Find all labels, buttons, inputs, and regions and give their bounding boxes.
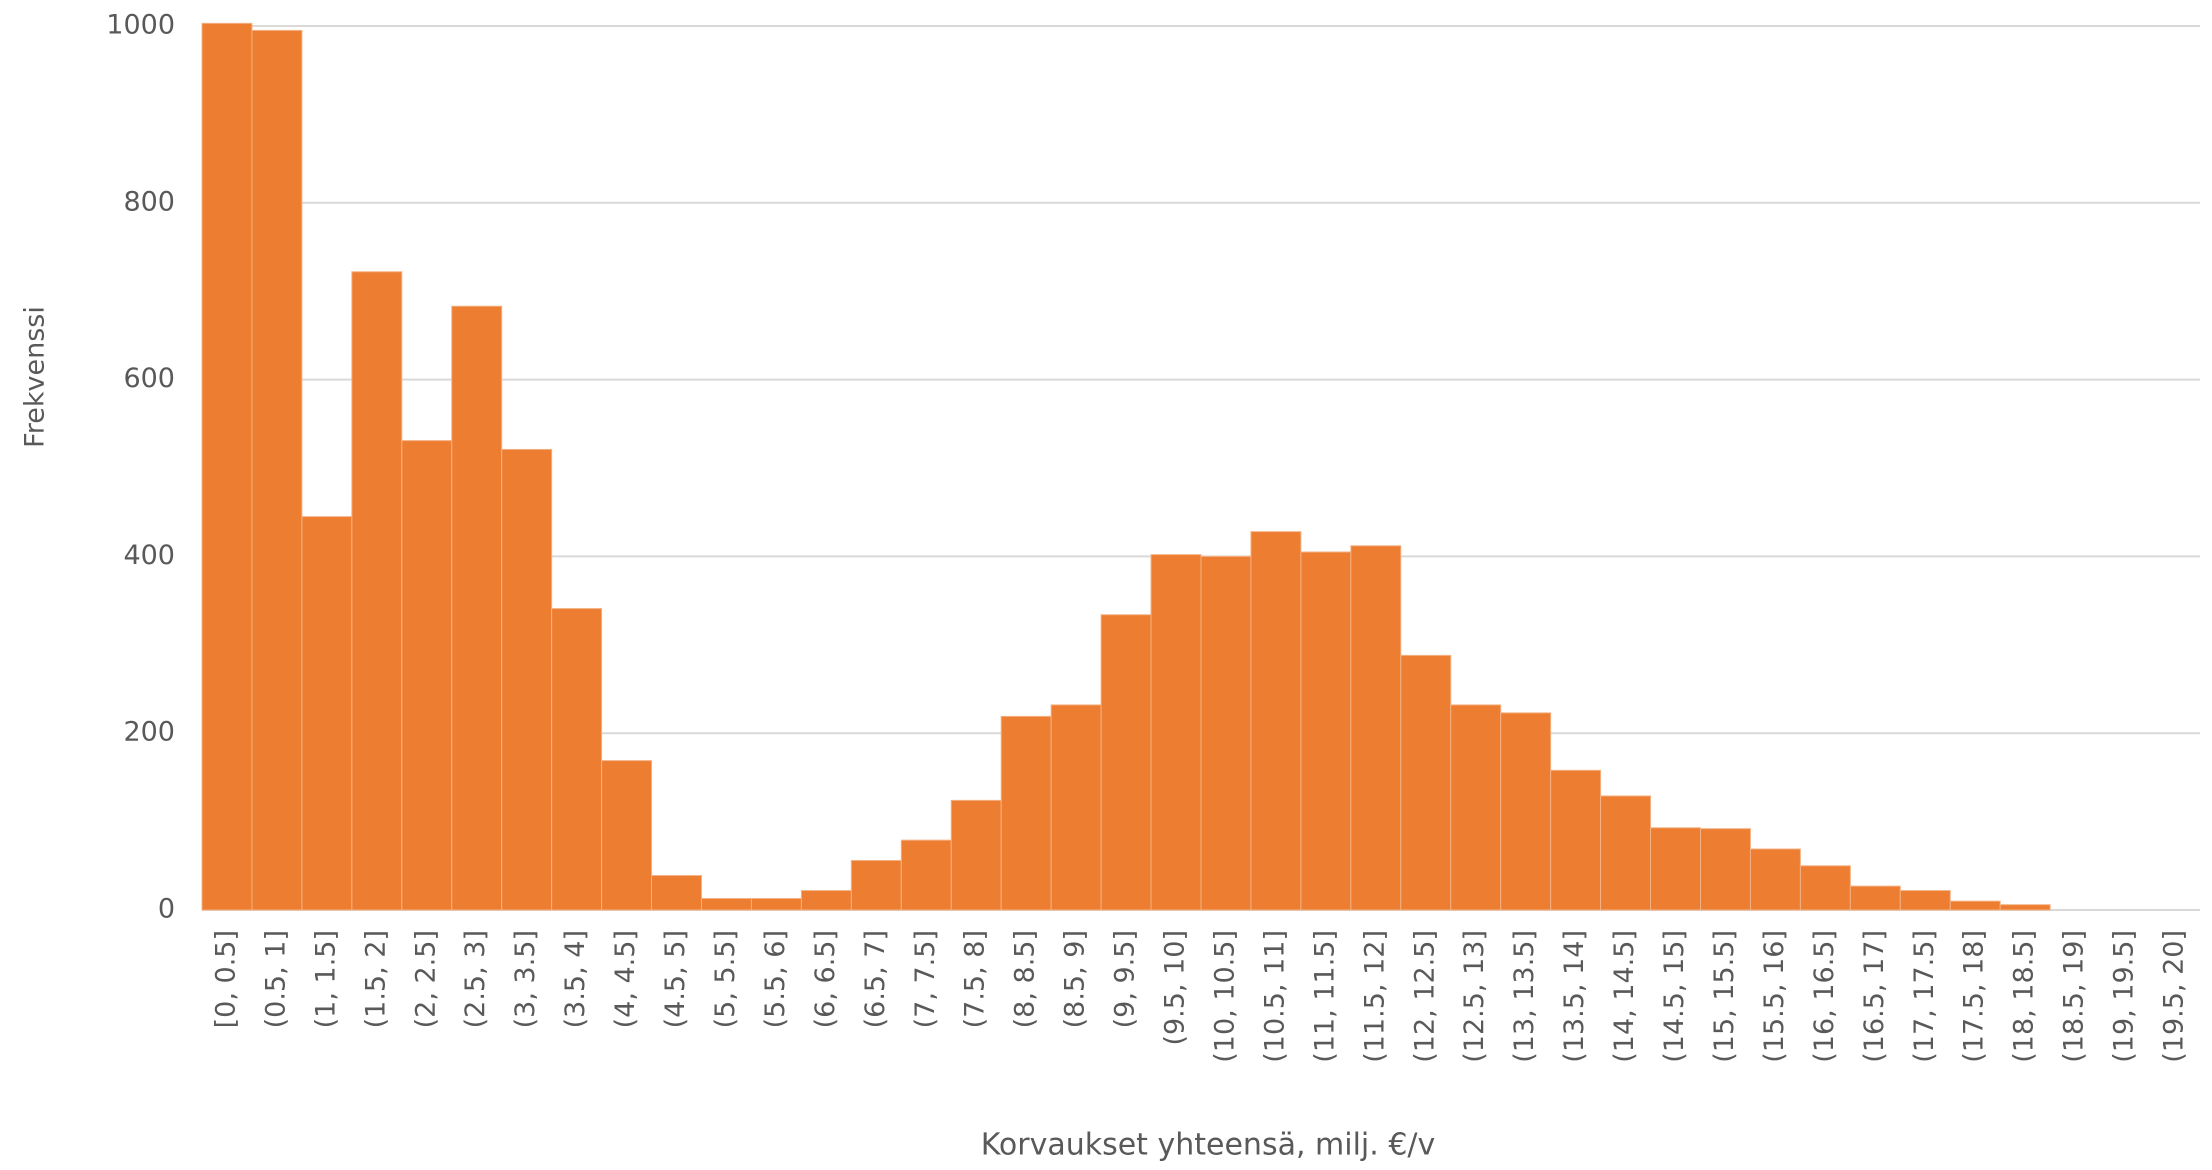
x-tick-label: (9, 9.5] bbox=[1110, 930, 1141, 1028]
x-tick-label: (4, 4.5] bbox=[610, 930, 641, 1028]
bar bbox=[750, 898, 802, 911]
bar bbox=[651, 875, 702, 911]
y-tick-label: 200 bbox=[123, 717, 175, 748]
bar bbox=[1200, 555, 1252, 911]
bar bbox=[1450, 704, 1502, 911]
bar bbox=[1300, 551, 1352, 911]
bar bbox=[1899, 890, 1951, 911]
bar bbox=[900, 839, 952, 911]
x-tick-label: (15, 15.5] bbox=[1709, 930, 1740, 1063]
x-tick-label: (14.5, 15] bbox=[1659, 930, 1690, 1063]
x-tick-label: (17, 17.5] bbox=[1909, 930, 1940, 1063]
x-tick-label: (1, 1.5] bbox=[310, 930, 341, 1028]
x-tick-label: (6, 6.5] bbox=[810, 930, 841, 1028]
x-tick-label: (7.5, 8] bbox=[960, 930, 991, 1028]
bar bbox=[201, 22, 253, 911]
x-tick-label: (8, 8.5] bbox=[1010, 930, 1041, 1028]
bar bbox=[1250, 531, 1302, 911]
x-tick-label: [0, 0.5] bbox=[210, 930, 241, 1028]
bar bbox=[701, 898, 752, 911]
x-tick-label: (5, 5.5] bbox=[710, 930, 741, 1028]
bar bbox=[1799, 865, 1851, 911]
y-axis-label: Frekvenssi bbox=[20, 306, 51, 448]
y-tick-label: 800 bbox=[123, 186, 175, 217]
bar bbox=[1400, 654, 1452, 911]
bar bbox=[1999, 904, 2051, 911]
x-tick-label: (19.5, 20] bbox=[2159, 930, 2190, 1063]
bar bbox=[1350, 545, 1402, 911]
x-tick-label: (1.5, 2] bbox=[360, 930, 391, 1028]
bar bbox=[1150, 554, 1202, 911]
bar bbox=[551, 608, 603, 911]
bar bbox=[1600, 795, 1652, 911]
y-tick-label: 0 bbox=[158, 894, 175, 925]
bar bbox=[401, 440, 453, 911]
bar bbox=[501, 448, 553, 911]
bar bbox=[1500, 712, 1552, 911]
bar bbox=[1650, 827, 1702, 911]
bar bbox=[1050, 704, 1102, 911]
x-tick-label: (19, 19.5] bbox=[2109, 930, 2140, 1063]
x-tick-label: (18, 18.5] bbox=[2009, 930, 2040, 1063]
x-tick-label: (8.5, 9] bbox=[1060, 930, 1091, 1028]
x-tick-label: (3, 3.5] bbox=[510, 930, 541, 1028]
bar bbox=[1550, 769, 1602, 911]
x-tick-label: (11, 11.5] bbox=[1309, 930, 1340, 1063]
x-tick-label: (4.5, 5] bbox=[660, 930, 691, 1028]
x-tick-label: (0.5, 1] bbox=[260, 930, 291, 1028]
x-tick-label: (5.5, 6] bbox=[760, 930, 791, 1028]
bar bbox=[1000, 715, 1052, 911]
y-tick-label: 600 bbox=[123, 363, 175, 394]
x-tick-label: (12.5, 13] bbox=[1459, 930, 1490, 1063]
x-tick-label: (9.5, 10] bbox=[1160, 930, 1191, 1046]
x-tick-label: (16, 16.5] bbox=[1809, 930, 1840, 1063]
x-tick-label: (14, 14.5] bbox=[1609, 930, 1640, 1063]
x-tick-label: (11.5, 12] bbox=[1359, 930, 1390, 1063]
bar bbox=[451, 305, 503, 911]
bar bbox=[251, 29, 303, 911]
bar bbox=[1949, 900, 2001, 911]
x-tick-label: (2.5, 3] bbox=[460, 930, 491, 1028]
x-tick-label: (12, 12.5] bbox=[1409, 930, 1440, 1063]
x-tick-label: (18.5, 19] bbox=[2059, 930, 2090, 1063]
bar bbox=[601, 760, 653, 911]
bar bbox=[1100, 614, 1152, 911]
x-axis-label: Korvaukset yhteensä, milj. €/v bbox=[981, 1128, 1436, 1163]
x-tick-label: (15.5, 16] bbox=[1759, 930, 1790, 1063]
y-tick-label: 1000 bbox=[106, 10, 175, 41]
x-tick-label: (3.5, 4] bbox=[560, 930, 591, 1028]
x-tick-label: (13, 13.5] bbox=[1509, 930, 1540, 1063]
bar bbox=[301, 516, 353, 911]
x-tick-label: (6.5, 7] bbox=[860, 930, 891, 1028]
x-tick-label: (17.5, 18] bbox=[1959, 930, 1990, 1063]
x-tick-label: (10, 10.5] bbox=[1209, 930, 1240, 1063]
bar bbox=[351, 271, 403, 911]
x-tick-label: (16.5, 17] bbox=[1859, 930, 1890, 1063]
x-tick-label: (13.5, 14] bbox=[1559, 930, 1590, 1063]
x-tick-label: (10.5, 11] bbox=[1259, 930, 1290, 1063]
bar bbox=[850, 859, 902, 911]
y-tick-label: 400 bbox=[123, 540, 175, 571]
x-tick-label: (7, 7.5] bbox=[910, 930, 941, 1028]
bar bbox=[800, 890, 852, 911]
bar bbox=[1849, 885, 1901, 911]
bar bbox=[1749, 848, 1801, 911]
bar bbox=[950, 799, 1002, 911]
x-tick-label: (2, 2.5] bbox=[410, 930, 441, 1028]
bar bbox=[1700, 828, 1751, 911]
